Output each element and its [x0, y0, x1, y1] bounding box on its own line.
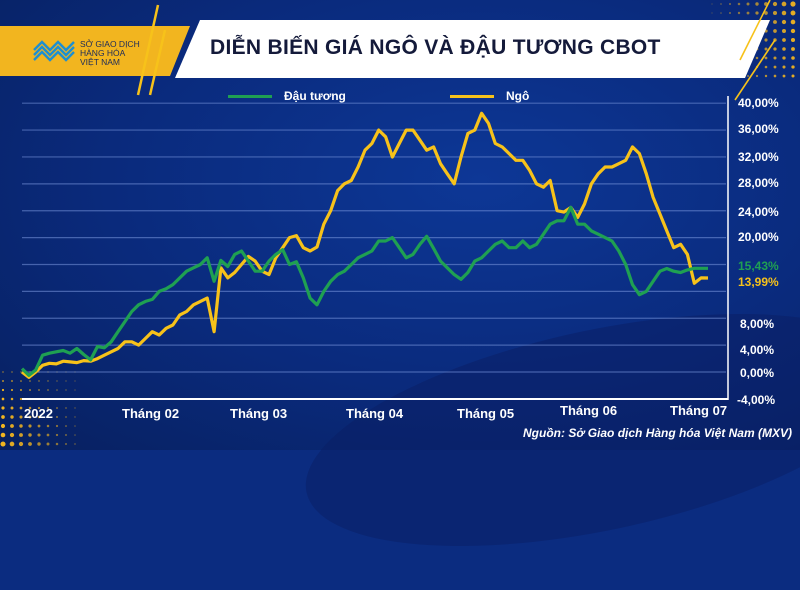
y-tick-label: 40,00% — [738, 96, 779, 110]
y-tick-label: 4,00% — [740, 343, 775, 357]
y-tick-label: 28,00% — [738, 176, 779, 190]
title-banner — [175, 20, 770, 78]
y-tick-label: 8,00% — [740, 317, 775, 331]
decor-stripe — [734, 39, 776, 101]
logo-banner — [0, 26, 190, 76]
y-tick-label: 32,00% — [738, 150, 779, 164]
legend-item-corn: Ngô — [450, 89, 529, 103]
chart-canvas — [0, 0, 796, 447]
gridlines — [22, 102, 726, 373]
decor-stripe — [739, 0, 771, 61]
logo-line-1: SỞ GIAO DỊCH — [80, 39, 140, 49]
y-tick-label: 0,00% — [740, 366, 775, 380]
end-label-soybean: 15,43% — [738, 259, 779, 273]
x-tick-label: 2022 — [24, 406, 53, 421]
x-tick-label: Tháng 04 — [346, 406, 404, 421]
decor-stripe — [136, 4, 160, 96]
legend-item-soybean: Đậu tương — [228, 89, 346, 103]
y-tick-label: 20,00% — [738, 230, 779, 244]
y-tick-label: 24,00% — [738, 205, 779, 219]
x-tick-label: Tháng 03 — [230, 406, 288, 421]
logo-line-2: HÀNG HÓA — [80, 48, 126, 58]
series-line-corn — [21, 111, 709, 379]
logo-icon — [33, 40, 75, 62]
chart-title: DIỄN BIẾN GIÁ NGÔ VÀ ĐẬU TƯƠNG CBOT — [210, 36, 661, 59]
x-tick-label: Tháng 06 — [560, 403, 618, 418]
logo-text: SỞ GIAO DỊCH HÀNG HÓA VIỆT NAM — [80, 40, 140, 67]
decor-stripe — [148, 29, 167, 96]
x-tick-label: Tháng 05 — [457, 406, 515, 421]
legend-label-soybean: Đậu tương — [284, 89, 346, 103]
legend-label-corn: Ngô — [506, 89, 530, 103]
x-tick-label: Tháng 02 — [122, 406, 180, 421]
source-note: Nguồn: Sở Giao dịch Hàng hóa Việt Nam (M… — [523, 426, 792, 440]
end-label-corn: 13,99% — [738, 275, 779, 289]
x-tick-label: Tháng 07 — [670, 403, 728, 418]
series-line-soybean — [20, 205, 708, 377]
y-tick-label: -4,00% — [737, 393, 776, 407]
logo-line-3: VIỆT NAM — [80, 57, 120, 67]
decor-dots-bottom-left — [0, 371, 76, 447]
legend-swatch-corn — [450, 95, 494, 99]
y-tick-label: 36,00% — [738, 122, 779, 136]
legend-swatch-soybean — [228, 95, 272, 99]
